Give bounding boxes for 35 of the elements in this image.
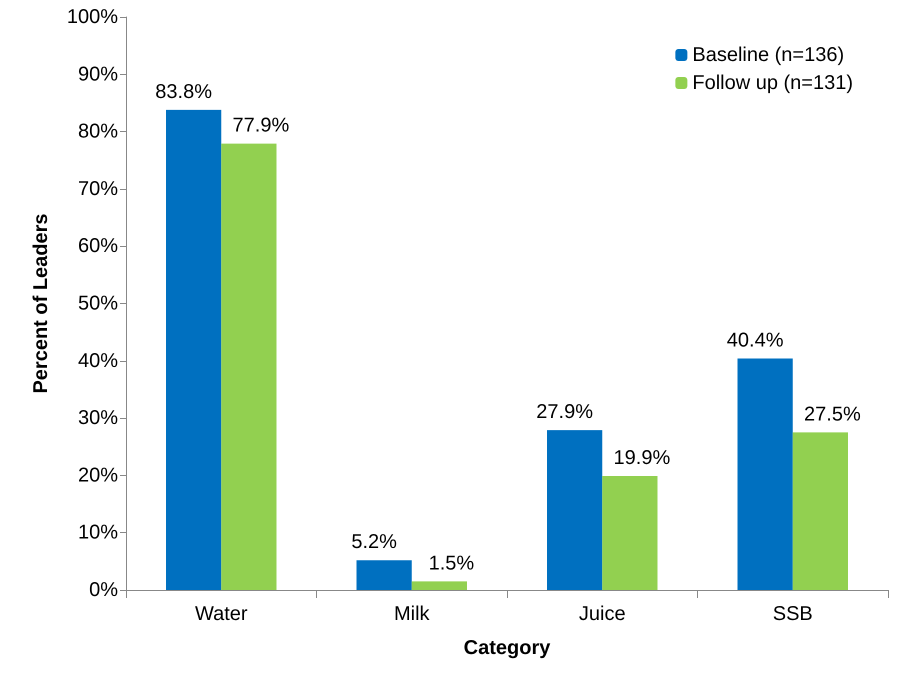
bar [166, 110, 222, 590]
x-axis-title: Category [464, 637, 552, 659]
y-tick-label: 40% [78, 350, 118, 372]
y-tick-label: 10% [78, 522, 118, 544]
data-label: 40.4% [726, 330, 784, 352]
y-tick-label: 80% [78, 120, 118, 143]
y-tick-label: 30% [78, 407, 118, 430]
bar [738, 358, 793, 590]
y-axis-title: Percent of Leaders [30, 213, 52, 394]
data-label: 5.2% [351, 531, 398, 554]
y-tick-label: 0% [89, 579, 118, 601]
x-tick-label: Milk [394, 603, 431, 625]
data-label: 27.5% [804, 403, 861, 426]
bar [792, 432, 848, 590]
y-tick-label: 70% [78, 178, 118, 200]
y-tick-label: 50% [78, 292, 118, 314]
x-tick-label: Water [194, 603, 248, 625]
bar [356, 560, 412, 590]
data-label: 1.5% [428, 552, 474, 574]
y-tick-label: 90% [78, 63, 118, 86]
data-label: 77.9% [232, 114, 290, 137]
bar [221, 144, 276, 590]
x-tick-label: Juice [578, 603, 626, 625]
data-label: 19.9% [614, 446, 670, 469]
y-tick-label: 60% [78, 235, 118, 258]
y-tick-label: 100% [66, 6, 118, 28]
legend-label: Follow up (n=131) [692, 72, 854, 94]
data-label: 83.8% [155, 80, 212, 103]
bar [602, 476, 658, 590]
bar [547, 430, 602, 590]
data-label: 27.9% [536, 401, 594, 424]
legend-label: Baseline (n=136) [692, 44, 844, 66]
x-tick-label: SSB [772, 603, 813, 625]
y-tick-label: 20% [78, 464, 118, 486]
bar [412, 581, 467, 590]
